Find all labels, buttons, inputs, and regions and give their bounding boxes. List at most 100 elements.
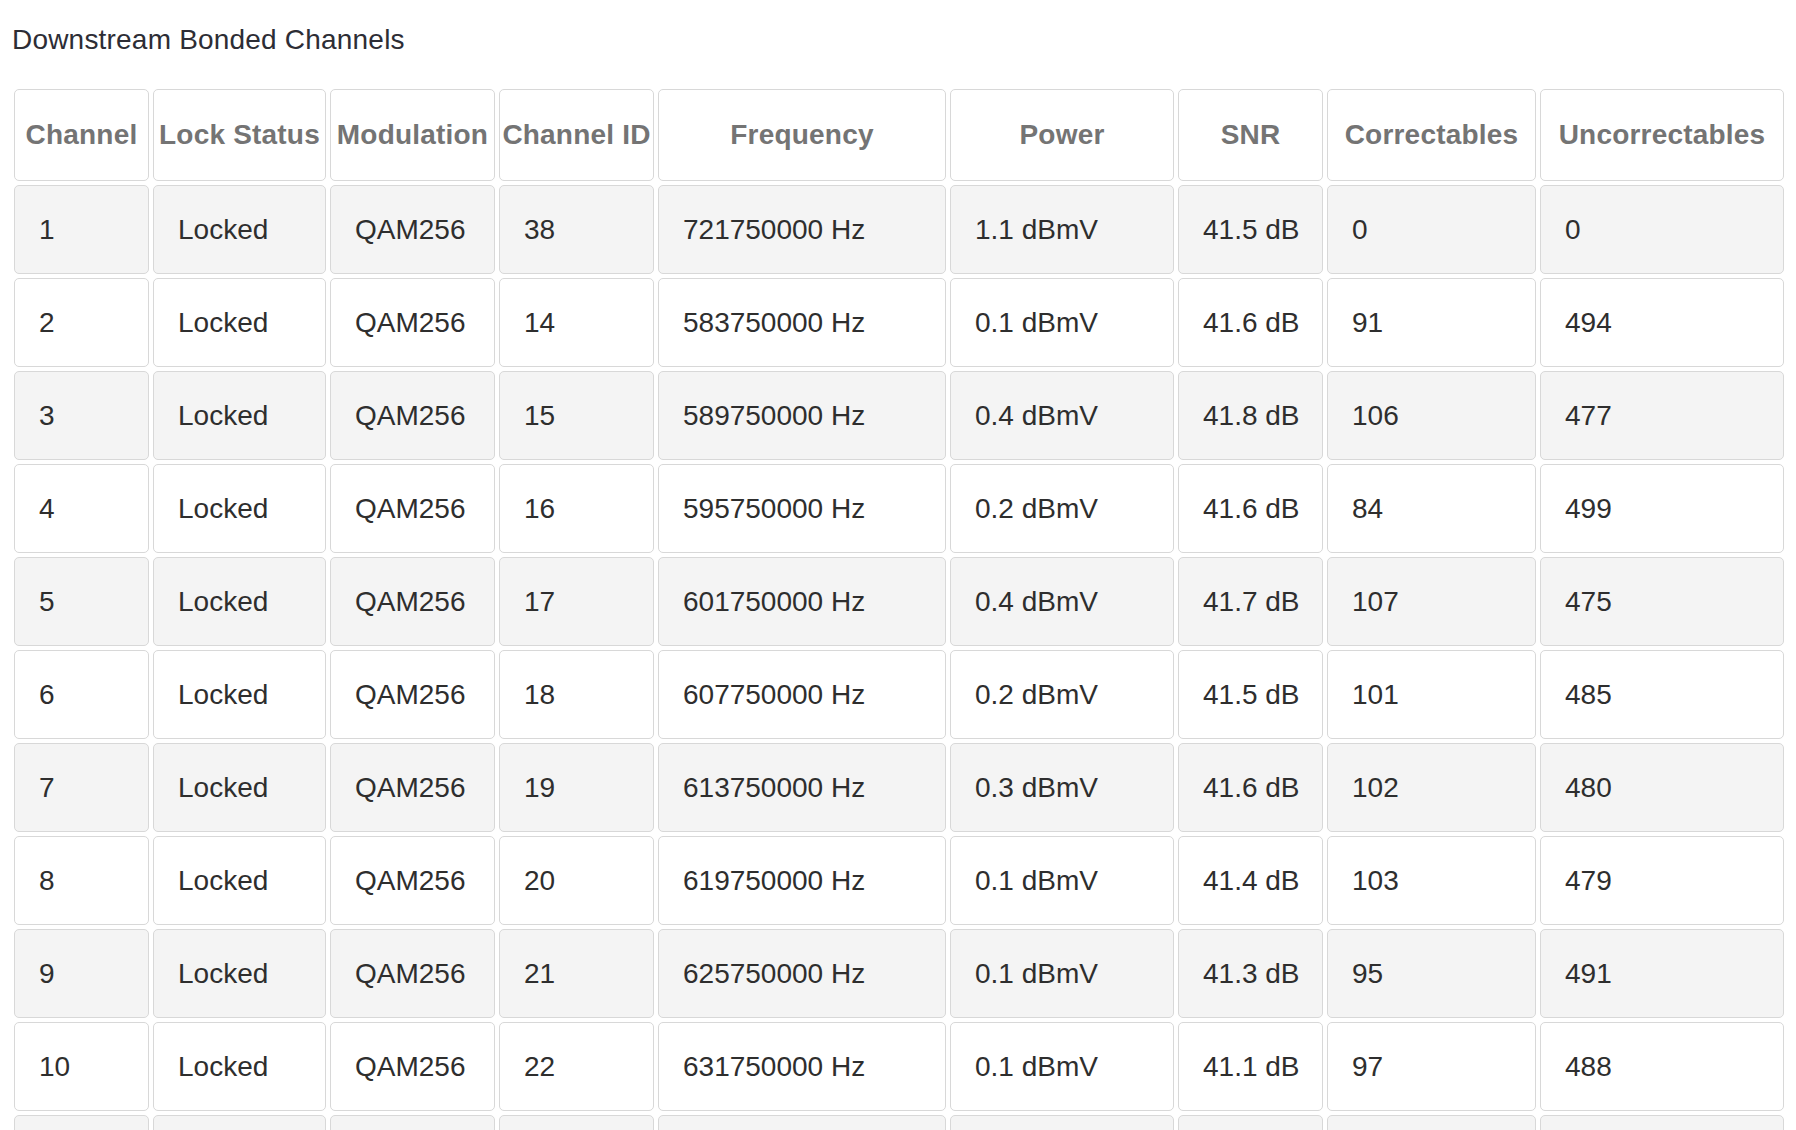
cell-lock-status: Locked (153, 1022, 326, 1111)
cell-uncorrectables: 494 (1540, 278, 1784, 367)
cell-channel: 4 (14, 464, 149, 553)
cell-lock-status: Locked (153, 464, 326, 553)
cell-power: 0.2 dBmV (950, 464, 1174, 553)
column-header-snr: SNR (1178, 89, 1323, 181)
cell-uncorrectables: 488 (1540, 1022, 1784, 1111)
cell-snr (1178, 1115, 1323, 1130)
cell-frequency: 595750000 Hz (658, 464, 946, 553)
cell-snr: 41.1 dB (1178, 1022, 1323, 1111)
cell-frequency: 721750000 Hz (658, 185, 946, 274)
cell-correctables: 101 (1327, 650, 1536, 739)
cell-power: 0.4 dBmV (950, 371, 1174, 460)
cell-uncorrectables: 499 (1540, 464, 1784, 553)
cell-modulation: QAM256 (330, 371, 495, 460)
cell-uncorrectables: 491 (1540, 929, 1784, 1018)
cell-lock-status: Locked (153, 743, 326, 832)
cell-channel: 2 (14, 278, 149, 367)
cell-power: 0.1 dBmV (950, 278, 1174, 367)
cell-modulation (330, 1115, 495, 1130)
cell-power: 0.2 dBmV (950, 650, 1174, 739)
cell-channel-id: 15 (499, 371, 654, 460)
cell-uncorrectables: 0 (1540, 185, 1784, 274)
table-row: 7LockedQAM25619613750000 Hz0.3 dBmV41.6 … (14, 743, 1784, 832)
cell-power: 0.3 dBmV (950, 743, 1174, 832)
cell-uncorrectables: 475 (1540, 557, 1784, 646)
status-page: Downstream Bonded Channels ChannelLock S… (0, 0, 1796, 1130)
page-title: Downstream Bonded Channels (12, 24, 1796, 56)
cell-frequency: 601750000 Hz (658, 557, 946, 646)
column-header-frequency: Frequency (658, 89, 946, 181)
cell-uncorrectables: 480 (1540, 743, 1784, 832)
cell-channel: 1 (14, 185, 149, 274)
cell-snr: 41.6 dB (1178, 464, 1323, 553)
cell-snr: 41.3 dB (1178, 929, 1323, 1018)
cell-snr: 41.8 dB (1178, 371, 1323, 460)
cell-snr: 41.7 dB (1178, 557, 1323, 646)
cell-frequency: 631750000 Hz (658, 1022, 946, 1111)
table-row (14, 1115, 1784, 1130)
cell-correctables: 102 (1327, 743, 1536, 832)
cell-modulation: QAM256 (330, 1022, 495, 1111)
cell-lock-status: Locked (153, 650, 326, 739)
cell-channel: 3 (14, 371, 149, 460)
cell-snr: 41.4 dB (1178, 836, 1323, 925)
cell-correctables (1327, 1115, 1536, 1130)
cell-uncorrectables (1540, 1115, 1784, 1130)
cell-modulation: QAM256 (330, 929, 495, 1018)
cell-lock-status: Locked (153, 371, 326, 460)
column-header-correctables: Correctables (1327, 89, 1536, 181)
cell-channel: 5 (14, 557, 149, 646)
column-header-lock-status: Lock Status (153, 89, 326, 181)
cell-modulation: QAM256 (330, 836, 495, 925)
cell-modulation: QAM256 (330, 743, 495, 832)
cell-channel-id: 14 (499, 278, 654, 367)
cell-channel-id (499, 1115, 654, 1130)
table-body: 1LockedQAM25638721750000 Hz1.1 dBmV41.5 … (14, 185, 1784, 1130)
cell-channel: 8 (14, 836, 149, 925)
cell-modulation: QAM256 (330, 464, 495, 553)
cell-channel-id: 20 (499, 836, 654, 925)
table-row: 9LockedQAM25621625750000 Hz0.1 dBmV41.3 … (14, 929, 1784, 1018)
cell-correctables: 95 (1327, 929, 1536, 1018)
table-header-row: ChannelLock StatusModulationChannel IDFr… (14, 89, 1784, 181)
table-row: 2LockedQAM25614583750000 Hz0.1 dBmV41.6 … (14, 278, 1784, 367)
cell-frequency (658, 1115, 946, 1130)
cell-power: 0.1 dBmV (950, 1022, 1174, 1111)
table-row: 1LockedQAM25638721750000 Hz1.1 dBmV41.5 … (14, 185, 1784, 274)
cell-correctables: 107 (1327, 557, 1536, 646)
cell-lock-status: Locked (153, 557, 326, 646)
cell-modulation: QAM256 (330, 185, 495, 274)
cell-power: 0.1 dBmV (950, 929, 1174, 1018)
cell-channel-id: 21 (499, 929, 654, 1018)
cell-uncorrectables: 477 (1540, 371, 1784, 460)
table-row: 4LockedQAM25616595750000 Hz0.2 dBmV41.6 … (14, 464, 1784, 553)
cell-snr: 41.6 dB (1178, 743, 1323, 832)
cell-power (950, 1115, 1174, 1130)
cell-uncorrectables: 479 (1540, 836, 1784, 925)
cell-uncorrectables: 485 (1540, 650, 1784, 739)
cell-modulation: QAM256 (330, 278, 495, 367)
cell-frequency: 613750000 Hz (658, 743, 946, 832)
cell-channel-id: 18 (499, 650, 654, 739)
cell-power: 1.1 dBmV (950, 185, 1174, 274)
cell-modulation: QAM256 (330, 557, 495, 646)
cell-modulation: QAM256 (330, 650, 495, 739)
cell-correctables: 103 (1327, 836, 1536, 925)
cell-channel-id: 38 (499, 185, 654, 274)
table-row: 8LockedQAM25620619750000 Hz0.1 dBmV41.4 … (14, 836, 1784, 925)
cell-snr: 41.6 dB (1178, 278, 1323, 367)
cell-power: 0.4 dBmV (950, 557, 1174, 646)
cell-frequency: 607750000 Hz (658, 650, 946, 739)
cell-correctables: 106 (1327, 371, 1536, 460)
column-header-power: Power (950, 89, 1174, 181)
cell-correctables: 97 (1327, 1022, 1536, 1111)
cell-channel: 10 (14, 1022, 149, 1111)
cell-channel-id: 19 (499, 743, 654, 832)
cell-snr: 41.5 dB (1178, 185, 1323, 274)
table-row: 10LockedQAM25622631750000 Hz0.1 dBmV41.1… (14, 1022, 1784, 1111)
column-header-modulation: Modulation (330, 89, 495, 181)
cell-correctables: 0 (1327, 185, 1536, 274)
cell-channel-id: 17 (499, 557, 654, 646)
column-header-channel: Channel (14, 89, 149, 181)
cell-channel: 9 (14, 929, 149, 1018)
